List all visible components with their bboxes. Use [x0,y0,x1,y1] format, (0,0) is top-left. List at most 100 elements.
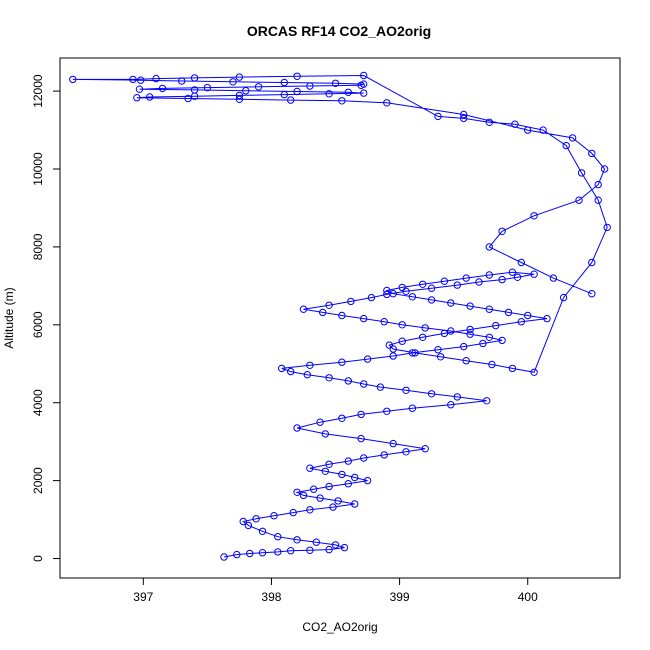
data-point [293,488,301,496]
data-point [360,454,368,462]
data-point [389,439,397,448]
data-point [453,281,461,289]
data-point [133,94,141,102]
data-point [398,337,406,345]
data-point [568,134,577,142]
data-point [293,72,301,81]
data-point [289,508,297,517]
series-line [72,74,608,558]
data-point [235,91,244,100]
data-point [312,538,320,546]
data-point [321,467,329,475]
data-point [360,71,368,80]
data-point [517,258,525,267]
data-point [421,445,429,453]
data-point [274,548,282,556]
data-point [460,342,468,351]
data-point [559,293,568,302]
data-point [184,94,192,103]
data-point [363,476,372,485]
data-point [299,305,308,313]
data-point [419,280,427,288]
y-axis: 0 2000 4000 6000 8000 10000 12000 [31,74,61,562]
data-point [287,96,295,104]
data-point [385,341,393,349]
data-point [485,305,493,313]
data-point [316,494,324,502]
data-point [190,92,199,100]
data-point [338,97,346,105]
data-point [321,430,329,438]
data-point [344,457,352,465]
y-tick-label: 12000 [31,74,45,108]
data-point [421,324,429,332]
y-tick-label: 10000 [31,152,45,186]
data-point [235,95,244,104]
data-point [513,273,522,281]
data-point [306,546,314,554]
data-point [466,330,474,338]
data-point [389,290,397,298]
data-point [588,290,596,298]
data-point [419,333,427,341]
data-point [402,386,410,394]
data-point [338,470,346,479]
data-point [270,512,278,520]
data-point [325,374,333,382]
data-point [488,360,496,369]
data-point [303,371,311,379]
data-point [351,473,359,482]
data-point [600,165,609,173]
data-point [306,361,314,369]
data-point [398,283,406,292]
data-point [325,301,333,309]
data-point [347,297,355,306]
data-point [517,318,525,326]
data-point [549,274,558,282]
data-point [398,321,406,329]
data-point [577,169,586,177]
data-point [319,308,327,317]
data-point [462,274,470,282]
data-point [306,506,314,514]
data-point [135,85,144,93]
data-point [460,110,468,119]
data-point [562,141,570,150]
data-point [242,87,250,95]
data-point [588,258,596,267]
data-point [344,377,352,385]
data-point [460,114,468,123]
data-point [316,418,324,426]
data-point [408,404,417,412]
data-point [340,543,349,552]
data-point [440,277,449,285]
data-point [508,364,517,373]
data-point [325,545,333,554]
data-point [310,485,318,493]
data-point [594,196,602,204]
data-point [360,89,368,97]
data-point [498,227,506,236]
data-point [485,243,493,251]
data-point [485,333,493,341]
data-point [530,270,538,278]
data-point [357,410,365,419]
data-point [479,339,487,348]
data-point [485,118,493,127]
y-tick-label: 4000 [31,389,45,416]
data-point [603,223,611,232]
data-point [306,82,314,90]
x-tick-label: 397 [133,590,153,604]
data-point [508,268,517,276]
data-point [280,78,288,87]
data-point [254,83,263,91]
data-point [152,74,160,83]
data-point [338,358,346,366]
data-point [447,327,455,335]
data-point [331,541,340,549]
y-tick-label: 8000 [31,233,45,260]
x-tick-label: 400 [518,590,538,604]
data-point [69,75,77,84]
data-point [246,549,254,558]
data-point [239,517,247,526]
